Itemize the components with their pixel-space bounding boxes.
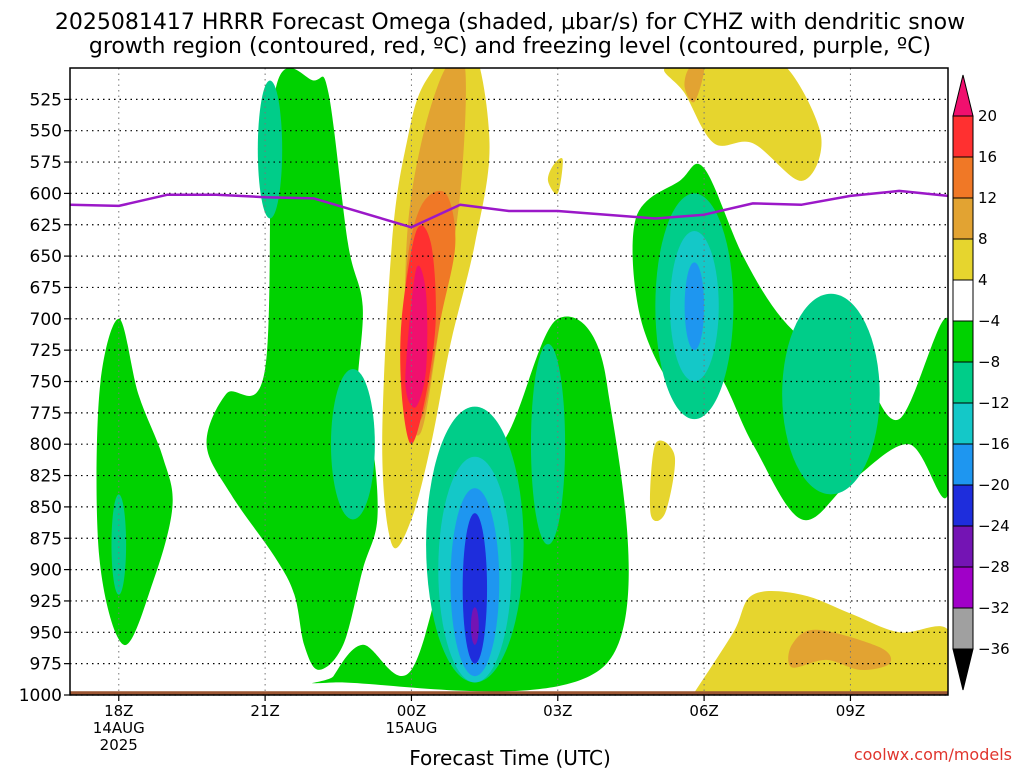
y-tick-label-775: 775 — [30, 404, 62, 424]
x-tick-label-18Z: 18Z — [104, 702, 133, 720]
y-tick-label-650: 650 — [30, 247, 62, 267]
freezing-level-contour — [69, 189, 949, 229]
plot-area — [70, 68, 948, 695]
colorbar-label-11: −28 — [978, 558, 1010, 576]
omega-core-3 — [782, 293, 880, 495]
colorbar-label-3: 8 — [978, 230, 988, 248]
axes: 525 550 575 600 625 650 675 700 725 750 775 800 825 8… — [19, 67, 949, 754]
y-tick-label-975: 975 — [30, 655, 62, 675]
x-tick-label-03Z: 03Z — [543, 702, 572, 720]
y-tick-label-1000: 1000 — [19, 686, 62, 706]
colorbar-label-10: −24 — [978, 517, 1010, 535]
colorbar-segment-5 — [952, 279, 974, 322]
x-tick-year-18Z: 2025 — [100, 736, 138, 754]
colorbar-label-5: −4 — [978, 312, 1000, 330]
colorbar-label-8: −16 — [978, 435, 1010, 453]
omega-region-4 — [405, 265, 428, 408]
y-tick-label-675: 675 — [30, 278, 62, 298]
y-tick-label-925: 925 — [30, 592, 62, 612]
omega-core-12 — [530, 343, 566, 545]
x-axis-title: Forecast Time (UTC) — [409, 746, 611, 768]
colorbar-segment-11 — [952, 525, 974, 568]
grid-lines — [70, 68, 948, 696]
omega-region-11 — [206, 68, 378, 670]
colorbar-top-arrow — [952, 74, 974, 117]
colorbar-label-0: 20 — [978, 107, 997, 125]
omega-region-10 — [547, 158, 563, 195]
x-tick-label-21Z: 21Z — [250, 702, 279, 720]
colorbar-segment-13 — [952, 607, 974, 650]
omega-region-7 — [649, 440, 676, 522]
colorbar-segment-10 — [952, 484, 974, 527]
y-tick-label-875: 875 — [30, 529, 62, 549]
y-tick-label-725: 725 — [30, 341, 62, 361]
colorbar-bottom-arrow — [952, 648, 974, 691]
omega-shading — [70, 68, 948, 695]
x-tick-label-00Z: 00Z — [397, 702, 426, 720]
omega-core-1 — [330, 368, 375, 520]
colorbar-label-12: −32 — [978, 599, 1010, 617]
x-tick-date-00Z: 15AUG — [385, 719, 437, 737]
chart-title-line-2: growth region (contoured, red, ºC) and f… — [89, 34, 931, 59]
colorbar-segment-12 — [952, 566, 974, 609]
colorbar-segment-4 — [952, 238, 974, 281]
colorbar-label-7: −12 — [978, 394, 1010, 412]
y-tick-label-700: 700 — [30, 310, 62, 330]
x-tick-label-06Z: 06Z — [689, 702, 718, 720]
chart-title-line-1: 2025081417 HRRR Forecast Omega (shaded, … — [55, 10, 965, 35]
omega-core-11 — [470, 607, 479, 645]
omega-core-10 — [462, 513, 488, 664]
x-tick-date-18Z: 14AUG — [93, 719, 145, 737]
colorbar-label-13: −36 — [978, 640, 1010, 658]
y-tick-label-550: 550 — [30, 122, 62, 142]
terrain-strip — [70, 691, 948, 695]
colorbar-label-1: 16 — [978, 148, 997, 166]
credit-label: coolwx.com/models — [854, 745, 1012, 764]
omega-core-6 — [684, 262, 705, 351]
colorbar: 20 16 12 8 4 −4 −8 −12 −16 −20 −24 −28 −32 −36 — [952, 74, 1010, 691]
colorbar-segment-3 — [952, 197, 974, 240]
colorbar-label-4: 4 — [978, 271, 988, 289]
colorbar-label-2: 12 — [978, 189, 997, 207]
colorbar-segment-1 — [952, 115, 974, 158]
y-tick-label-750: 750 — [30, 373, 62, 393]
y-tick-label-850: 850 — [30, 498, 62, 518]
colorbar-label-6: −8 — [978, 353, 1000, 371]
freezing-level-line — [69, 189, 949, 229]
y-tick-label-800: 800 — [30, 435, 62, 455]
colorbar-label-9: −20 — [978, 476, 1010, 494]
x-tick-label-09Z: 09Z — [836, 702, 865, 720]
y-tick-label-600: 600 — [30, 184, 62, 204]
colorbar-segment-6 — [952, 320, 974, 363]
y-tick-label-525: 525 — [30, 90, 62, 110]
y-tick-label-900: 900 — [30, 561, 62, 581]
omega-core-0 — [257, 80, 283, 219]
colorbar-segment-2 — [952, 156, 974, 199]
omega-region-9 — [788, 629, 892, 670]
y-tick-label-825: 825 — [30, 467, 62, 487]
y-tick-label-625: 625 — [30, 216, 62, 236]
colorbar-segment-8 — [952, 402, 974, 445]
y-tick-label-575: 575 — [30, 153, 62, 173]
omega-region-5 — [663, 68, 822, 181]
omega-region-6 — [684, 68, 705, 103]
colorbar-segment-9 — [952, 443, 974, 486]
y-tick-label-950: 950 — [30, 623, 62, 643]
colorbar-segment-7 — [952, 361, 974, 404]
